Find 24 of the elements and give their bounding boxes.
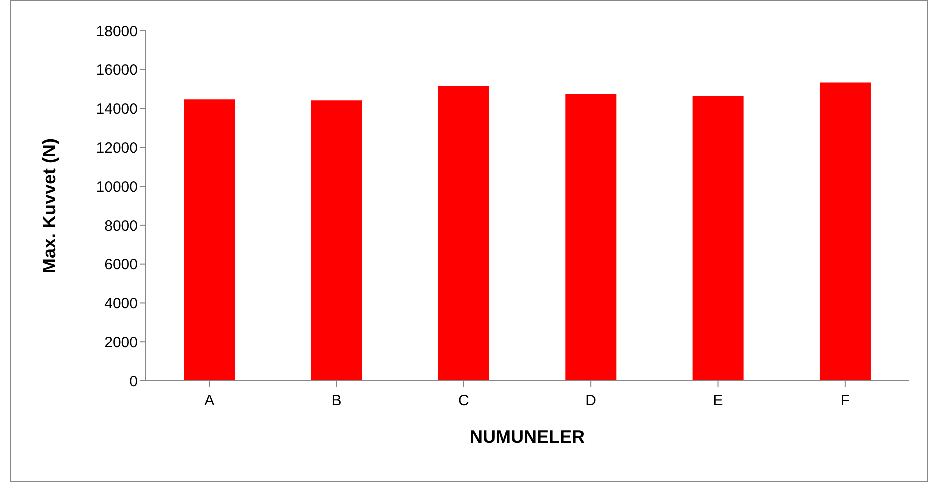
x-tick-label: D xyxy=(586,392,597,410)
y-tick-label: 10000 xyxy=(96,178,138,196)
y-tick-label: 8000 xyxy=(104,218,138,235)
bar xyxy=(692,96,744,381)
bar xyxy=(566,94,617,381)
y-tick-label: 18000 xyxy=(96,23,138,40)
bar xyxy=(438,86,490,381)
y-tick-label: 4000 xyxy=(104,296,138,313)
y-tick-label: 16000 xyxy=(96,62,138,80)
y-tick-label: 12000 xyxy=(96,140,138,157)
x-axis-title: NUMUNELER xyxy=(470,427,585,447)
bar xyxy=(311,100,362,381)
x-tick-label: A xyxy=(204,392,215,410)
x-tick-label: C xyxy=(458,392,470,410)
x-tick-label: F xyxy=(840,392,850,410)
y-axis-title: Max. Kuvvet (N) xyxy=(39,138,60,274)
x-tick-label: E xyxy=(713,392,724,410)
x-tick-label: B xyxy=(332,392,342,410)
bar xyxy=(184,100,236,381)
y-tick-label: 14000 xyxy=(96,101,138,118)
y-tick-label: 2000 xyxy=(104,334,138,352)
y-tick-label: 6000 xyxy=(104,256,138,274)
y-tick-label: 0 xyxy=(130,373,138,390)
bar xyxy=(820,82,871,381)
